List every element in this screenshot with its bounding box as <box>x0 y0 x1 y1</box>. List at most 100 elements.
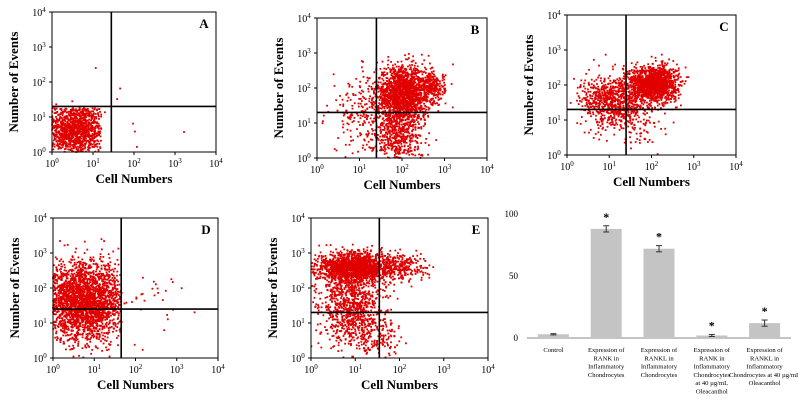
event-dot <box>381 106 384 108</box>
event-dot <box>400 120 403 123</box>
event-dot <box>410 114 413 117</box>
event-dot <box>402 79 404 82</box>
event-dot <box>393 90 396 93</box>
event-dot <box>393 156 396 159</box>
event-dot <box>71 141 74 143</box>
event-dot <box>417 79 419 82</box>
event-dot <box>646 83 649 86</box>
event-dot <box>385 68 388 70</box>
event-dot <box>354 94 357 96</box>
event-dot <box>394 87 397 90</box>
event-dot <box>384 134 386 136</box>
event-dot <box>359 98 362 100</box>
event-dot <box>422 116 425 119</box>
event-dot <box>677 77 680 79</box>
event-dot <box>413 119 415 121</box>
event-dot <box>57 113 60 116</box>
event-dot <box>75 146 78 149</box>
event-dot <box>363 138 366 141</box>
event-dot <box>670 73 673 75</box>
event-dot <box>408 93 411 95</box>
event-dot <box>398 96 401 99</box>
event-dot <box>70 114 73 117</box>
event-dot <box>398 109 401 111</box>
event-dot <box>398 89 401 92</box>
event-dot <box>411 134 413 137</box>
event-dot <box>384 90 387 92</box>
event-dot <box>404 69 407 72</box>
event-dot <box>407 73 410 76</box>
event-dot <box>414 78 416 81</box>
event-dot <box>134 130 136 133</box>
event-dot <box>408 102 411 105</box>
event-dot <box>401 109 404 111</box>
event-dot <box>628 70 631 72</box>
event-dot <box>416 110 419 113</box>
event-dot <box>629 76 632 79</box>
event-dot <box>658 81 661 83</box>
event-dot <box>426 78 428 81</box>
event-dot <box>363 139 366 142</box>
event-dot <box>88 112 90 115</box>
event-dot <box>83 127 85 130</box>
event-dot <box>60 109 63 111</box>
event-dot <box>656 88 659 91</box>
event-dot <box>396 94 399 97</box>
event-dot <box>96 121 98 124</box>
event-dot <box>423 81 426 84</box>
event-dot <box>76 112 78 115</box>
event-dot <box>386 128 389 131</box>
event-dot <box>78 130 80 133</box>
event-dot <box>668 98 671 101</box>
event-dot <box>350 139 352 142</box>
event-dot <box>423 95 426 97</box>
event-dot <box>64 117 67 120</box>
event-dot <box>443 87 445 90</box>
event-dot <box>418 108 420 110</box>
event-dot <box>414 126 417 129</box>
event-dot <box>65 124 68 127</box>
event-dot <box>384 74 387 76</box>
event-dot <box>383 142 386 144</box>
event-dot <box>402 119 405 121</box>
event-dot <box>680 84 683 87</box>
event-dot <box>70 116 72 119</box>
event-dot <box>412 55 414 58</box>
event-dot <box>400 140 403 143</box>
event-dot <box>427 108 430 111</box>
event-dot <box>389 118 391 121</box>
event-dot <box>451 106 454 109</box>
event-dot <box>410 116 413 119</box>
event-dot <box>411 76 413 79</box>
event-dot <box>376 137 379 140</box>
event-dot <box>342 131 345 134</box>
event-dot <box>64 122 66 125</box>
event-dot <box>88 141 90 144</box>
event-dot <box>97 131 100 133</box>
event-dot <box>91 146 94 148</box>
event-dot <box>387 138 389 141</box>
event-dot <box>63 131 65 133</box>
event-dot <box>380 130 383 133</box>
event-dot <box>415 69 417 71</box>
event-dot <box>405 141 408 144</box>
event-dot <box>404 94 407 97</box>
event-dot <box>391 130 394 133</box>
event-dot <box>672 80 674 83</box>
event-dot <box>425 91 428 94</box>
event-dot <box>74 145 77 148</box>
event-dot <box>72 107 74 110</box>
event-dot <box>75 108 77 111</box>
event-dot <box>371 120 374 123</box>
event-dot <box>650 101 653 104</box>
event-dot <box>359 132 361 135</box>
event-dot <box>74 132 77 135</box>
event-dot <box>653 85 656 88</box>
event-dot <box>384 82 387 84</box>
event-dot <box>391 103 394 106</box>
event-dot <box>69 112 72 114</box>
event-dot <box>437 79 440 82</box>
event-dot <box>367 140 370 143</box>
event-dot <box>83 134 86 137</box>
event-dot <box>396 81 398 84</box>
